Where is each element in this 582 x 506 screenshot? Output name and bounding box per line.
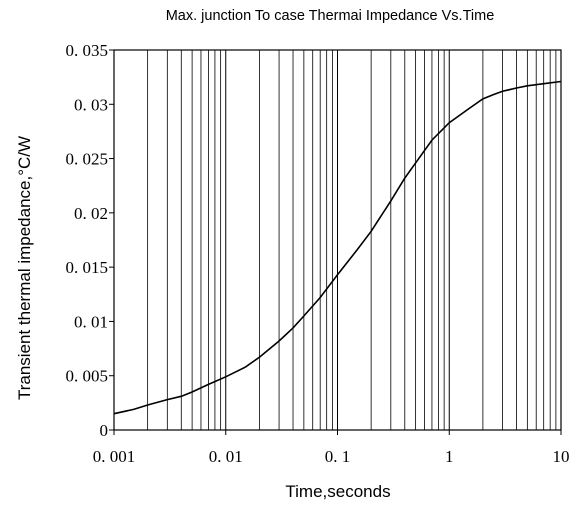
y-tick-label: 0: [100, 421, 109, 440]
x-axis-label: Time,seconds: [285, 482, 390, 501]
series-line: [113, 80, 562, 415]
x-tick-label: 10: [553, 447, 570, 466]
y-tick-label: 0. 025: [66, 150, 109, 169]
y-tick-label: 0. 03: [74, 95, 108, 114]
y-tick-label: 0. 02: [74, 204, 108, 223]
chart-title: Max. junction To case Thermai Impedance …: [166, 8, 495, 24]
grid: [147, 50, 557, 430]
x-tick-label: 0. 1: [325, 447, 351, 466]
x-tick-label: 0. 001: [93, 447, 136, 466]
y-tick-label: 0. 015: [66, 258, 109, 277]
x-tick-label: 1: [445, 447, 454, 466]
y-tick-label: 0. 035: [66, 41, 109, 60]
y-axis-ticks: 0 0. 005 0. 01 0. 015 0. 02 0. 025 0. 03 0. 035: [66, 41, 114, 440]
x-axis-ticks: 0. 001 0. 01 0. 1 1 10: [93, 430, 570, 466]
y-axis-label: Transient thermal impedance,°C/W: [15, 136, 34, 400]
y-tick-label: 0. 005: [66, 367, 109, 386]
x-tick-label: 0. 01: [209, 447, 243, 466]
y-tick-label: 0. 01: [74, 312, 108, 331]
